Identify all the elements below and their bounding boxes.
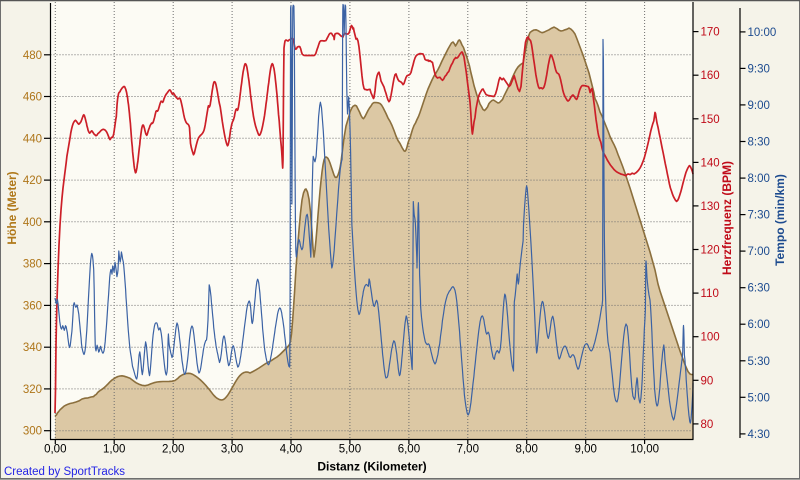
svg-text:420: 420 (23, 175, 42, 187)
svg-text:160: 160 (701, 70, 720, 82)
svg-text:9:30: 9:30 (748, 63, 770, 75)
svg-text:5,00: 5,00 (339, 444, 361, 456)
svg-text:5:30: 5:30 (748, 356, 770, 368)
svg-text:9,00: 9,00 (575, 444, 597, 456)
svg-text:10,00: 10,00 (630, 444, 659, 456)
svg-text:6,00: 6,00 (398, 444, 420, 456)
svg-text:7:00: 7:00 (748, 246, 770, 258)
svg-text:Created by SportTracks: Created by SportTracks (4, 466, 125, 478)
svg-text:0,00: 0,00 (44, 444, 66, 456)
svg-text:4,00: 4,00 (280, 444, 302, 456)
svg-text:10:00: 10:00 (748, 27, 777, 39)
svg-text:300: 300 (23, 426, 42, 438)
svg-text:130: 130 (701, 201, 720, 213)
svg-text:80: 80 (701, 419, 714, 431)
svg-text:90: 90 (701, 375, 714, 387)
svg-text:150: 150 (701, 114, 720, 126)
svg-text:8:30: 8:30 (748, 137, 770, 149)
svg-text:2,00: 2,00 (162, 444, 184, 456)
svg-text:170: 170 (701, 27, 720, 39)
svg-text:Distanz (Kilometer): Distanz (Kilometer) (317, 460, 426, 474)
svg-text:480: 480 (23, 50, 42, 62)
svg-text:Herzfrequenz (BPM): Herzfrequenz (BPM) (720, 161, 734, 275)
svg-text:380: 380 (23, 259, 42, 271)
svg-text:5:00: 5:00 (748, 392, 770, 404)
svg-text:8,00: 8,00 (516, 444, 538, 456)
svg-text:140: 140 (701, 157, 720, 169)
svg-text:100: 100 (701, 332, 720, 344)
svg-text:400: 400 (23, 217, 42, 229)
svg-text:7:30: 7:30 (748, 210, 770, 222)
svg-text:4:30: 4:30 (748, 429, 770, 441)
svg-text:9:00: 9:00 (748, 100, 770, 112)
svg-text:7,00: 7,00 (457, 444, 479, 456)
svg-text:8:00: 8:00 (748, 173, 770, 185)
svg-text:Tempo (min/km): Tempo (min/km) (773, 174, 787, 266)
svg-text:440: 440 (23, 133, 42, 145)
svg-text:110: 110 (701, 288, 719, 300)
svg-text:120: 120 (701, 245, 720, 257)
svg-text:3,00: 3,00 (221, 444, 243, 456)
svg-text:6:30: 6:30 (748, 283, 770, 295)
svg-text:1,00: 1,00 (103, 444, 125, 456)
svg-text:360: 360 (23, 300, 42, 312)
svg-text:Höhe (Meter): Höhe (Meter) (5, 171, 19, 244)
svg-text:460: 460 (23, 92, 42, 104)
svg-text:6:00: 6:00 (748, 319, 770, 331)
svg-text:340: 340 (23, 342, 42, 354)
svg-text:320: 320 (23, 384, 42, 396)
